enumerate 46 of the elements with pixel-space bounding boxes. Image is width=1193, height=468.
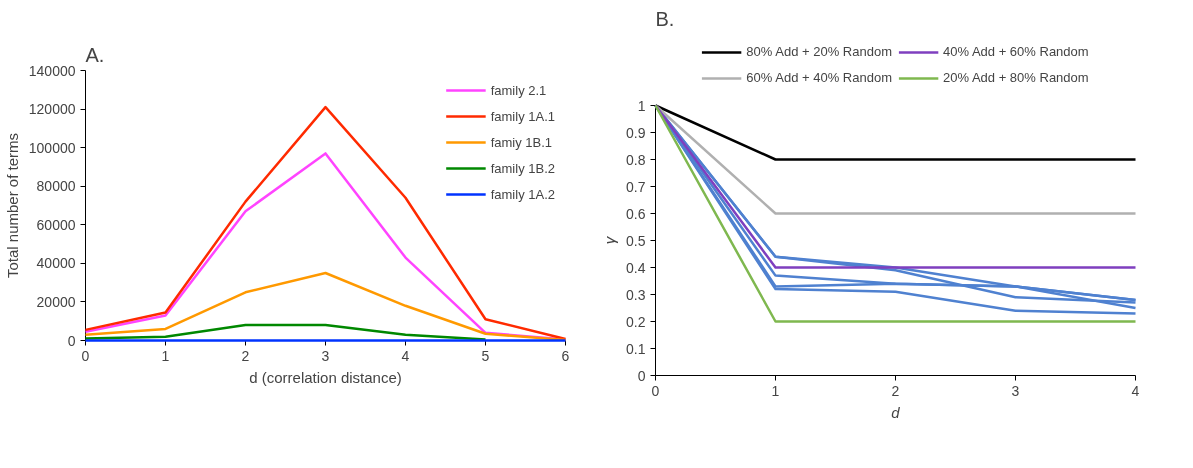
legend-label: 60% Add + 40% Random [746, 70, 892, 85]
y-tick-label: 0.2 [626, 313, 646, 330]
y-tick-label: 0.7 [626, 178, 646, 195]
x-tick-label: 2 [891, 382, 900, 399]
x-axis-title: d [891, 403, 901, 421]
y-axis-title: γ [601, 235, 619, 245]
y-tick-label: 0.8 [626, 151, 646, 168]
y-tick-label: 0.6 [626, 205, 646, 222]
x-tick-label: 2 [241, 347, 250, 364]
y-tick-label: 120000 [28, 101, 76, 118]
legend-label: 20% Add + 80% Random [943, 70, 1089, 85]
x-tick-label: 1 [161, 347, 170, 364]
chart-title: B. [655, 7, 675, 30]
legend-label: 80% Add + 20% Random [746, 44, 892, 59]
legend-label: family 1B.2 [490, 160, 555, 176]
y-tick-label: 0.3 [626, 286, 646, 303]
x-tick-label: 0 [651, 382, 660, 399]
y-tick-label: 0.4 [626, 259, 646, 276]
chart-title: A. [85, 43, 105, 66]
y-tick-label: 100000 [28, 139, 76, 156]
y-tick-label: 1 [637, 97, 646, 114]
x-tick-label: 0 [81, 347, 90, 364]
y-tick-label: 0 [637, 367, 646, 384]
legend-label: 40% Add + 60% Random [943, 44, 1089, 59]
x-tick-label: 4 [401, 347, 410, 364]
x-tick-label: 1 [771, 382, 780, 399]
x-tick-label: 3 [1011, 382, 1020, 399]
legend-label: famiy 1B.1 [490, 134, 553, 150]
y-tick-label: 40000 [36, 255, 76, 272]
y-tick-label: 140000 [28, 62, 76, 79]
x-tick-label: 6 [561, 347, 570, 364]
y-tick-label: 0.5 [626, 232, 646, 249]
y-tick-label: 60000 [36, 216, 76, 233]
y-tick-label: 0.9 [626, 124, 646, 141]
y-tick-label: 80000 [36, 178, 76, 195]
y-tick-label: 0.1 [626, 340, 646, 357]
y-axis-title: Total number of terms [3, 132, 21, 279]
y-tick-label: 0 [67, 332, 76, 349]
y-tick-label: 20000 [36, 293, 76, 310]
x-tick-label: 5 [481, 347, 490, 364]
x-tick-label: 3 [321, 347, 330, 364]
x-tick-label: 4 [1131, 382, 1140, 399]
legend-label: family 1A.1 [490, 108, 555, 124]
x-axis-title: d (correlation distance) [249, 368, 402, 386]
legend-label: family 1A.2 [490, 186, 555, 202]
legend-label: family 2.1 [490, 82, 547, 98]
